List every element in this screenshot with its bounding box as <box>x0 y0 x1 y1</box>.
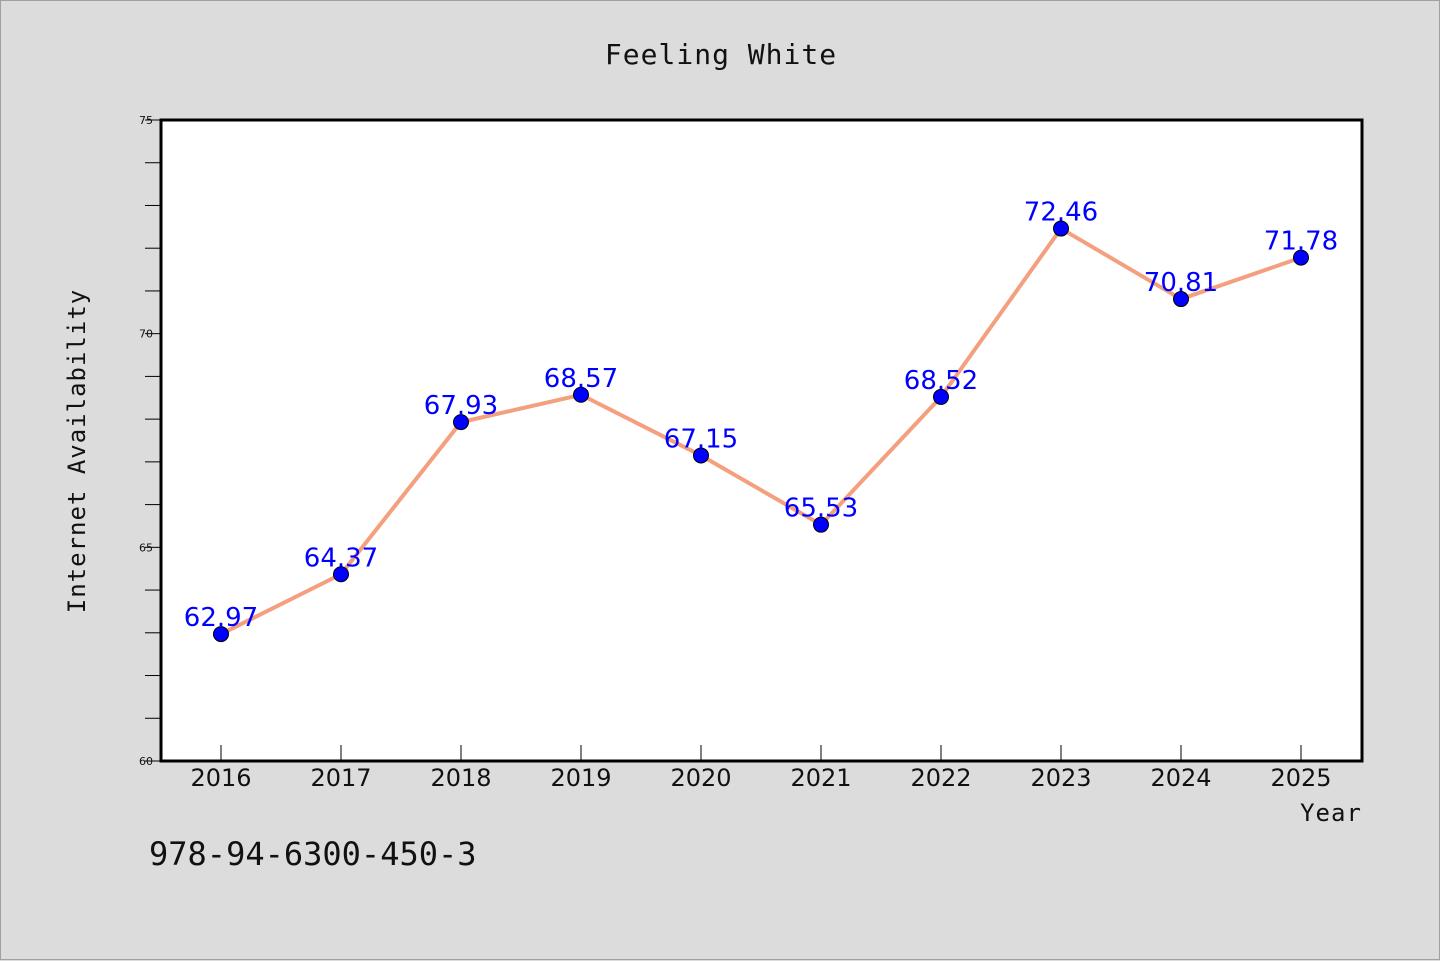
data-point <box>213 626 229 643</box>
data-label: 64.37 <box>304 543 378 573</box>
y-tick-label: 60 <box>139 755 153 768</box>
series-line <box>219 226 1303 637</box>
data-point <box>453 414 469 431</box>
data-point <box>333 566 349 583</box>
x-tick-label: 2023 <box>1030 764 1091 792</box>
data-point <box>813 516 829 533</box>
data-label: 67.15 <box>664 424 738 454</box>
y-tick-label: 70 <box>139 328 153 341</box>
data-label: 65.53 <box>784 494 858 524</box>
isbn-footer: 978-94-6300-450-3 <box>149 835 477 873</box>
data-label: 70.81 <box>1144 268 1218 298</box>
y-axis-label: Internet Availability <box>63 289 91 613</box>
x-tick-label: 2019 <box>550 764 611 792</box>
y-tick-label: 75 <box>139 114 153 127</box>
x-tick-label: 2024 <box>1150 764 1211 792</box>
x-tick-label: 2025 <box>1270 764 1331 792</box>
y-tick-label: 65 <box>139 541 153 554</box>
y-axis: 60 65 70 75 <box>139 114 161 768</box>
data-label: 72.46 <box>1024 198 1098 228</box>
plot-area <box>159 118 1364 763</box>
data-point <box>1173 291 1189 308</box>
data-label: 71.78 <box>1264 227 1338 257</box>
data-label: 68.52 <box>904 366 978 396</box>
series-line-group <box>213 220 1309 643</box>
x-tick-label: 2016 <box>190 764 251 792</box>
data-point <box>933 388 949 405</box>
data-point <box>1053 220 1069 237</box>
data-point <box>573 386 589 403</box>
x-axis: 2016 2017 2018 2019 2020 2021 2022 2023 2024 2025 <box>190 745 1332 792</box>
data-point <box>1293 249 1309 266</box>
data-label: 68.57 <box>544 364 618 394</box>
x-tick-label: 2020 <box>670 764 731 792</box>
data-label-group: 62.97 64.37 67.93 68.57 67.15 65.53 68.52 72.46… <box>184 198 1338 634</box>
chart-title: Feeling White <box>605 38 837 71</box>
data-point <box>693 447 709 464</box>
data-label: 62.97 <box>184 603 258 633</box>
x-axis-label: Year <box>1300 799 1362 827</box>
x-tick-label: 2021 <box>790 764 851 792</box>
data-label: 67.93 <box>424 391 498 421</box>
x-tick-label: 2022 <box>910 764 971 792</box>
x-tick-label: 2018 <box>430 764 491 792</box>
x-tick-label: 2017 <box>310 764 371 792</box>
